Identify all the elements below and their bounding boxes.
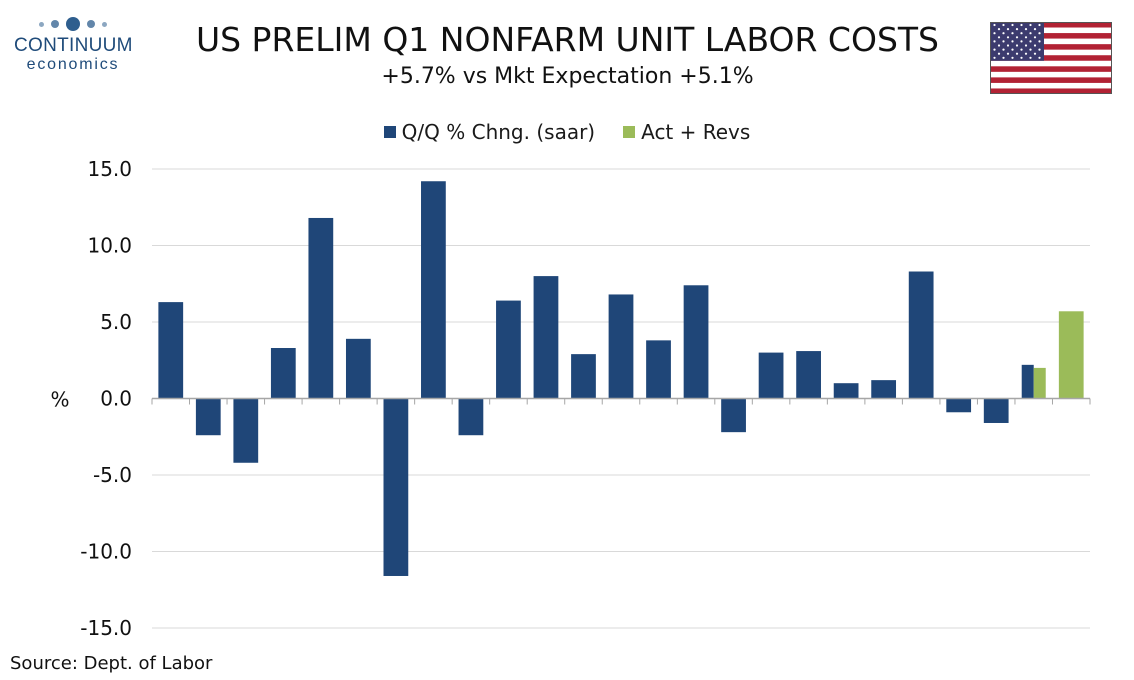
- bar-qq-change: [908, 271, 934, 399]
- bar-qq-change: [608, 294, 634, 399]
- chart-subtitle: +5.7% vs Mkt Expectation +5.1%: [381, 64, 754, 89]
- bar-chart: 15.0 10.0 5.0 0.0 -5.0 -10.0 -15.0%: [50, 157, 1091, 640]
- bar-qq-change: [421, 181, 446, 399]
- y-tick-label: 15.0: [87, 157, 132, 181]
- chart-legend: Q/Q % Chng. (saar) Act + Revs: [0, 119, 1134, 145]
- logo-line1: CONTINUUM: [14, 35, 133, 56]
- bar-qq-change: [1021, 364, 1034, 399]
- bar-qq-change: [195, 398, 221, 436]
- bar-qq-change: [946, 398, 972, 413]
- y-tick-label: 0.0: [100, 387, 132, 411]
- bar-qq-change: [571, 354, 596, 399]
- bar-qq-change: [871, 380, 897, 399]
- bar-qq-change: [796, 351, 821, 399]
- bar-qq-change: [533, 276, 559, 399]
- bar-qq-change: [833, 383, 859, 399]
- bar-qq-change: [308, 217, 334, 399]
- y-tick-label: -15.0: [80, 616, 132, 640]
- bar-qq-change: [496, 300, 521, 399]
- bar-qq-change: [683, 285, 709, 399]
- bar-qq-change: [646, 340, 671, 399]
- logo-dots-icon: [14, 14, 132, 34]
- legend-label-series2: Act + Revs: [641, 120, 751, 144]
- bar-qq-change: [233, 398, 259, 463]
- y-tick-label: 5.0: [100, 310, 132, 334]
- bar-qq-change: [158, 302, 184, 399]
- y-axis-label: %: [50, 388, 69, 412]
- y-tick-label: 10.0: [87, 234, 132, 258]
- bar-qq-change: [345, 338, 371, 399]
- bar-qq-change: [270, 348, 296, 399]
- legend-item-series1: Q/Q % Chng. (saar): [383, 119, 596, 145]
- legend-label-series1: Q/Q % Chng. (saar): [401, 120, 596, 144]
- legend-item-series2: Act + Revs: [623, 119, 750, 145]
- bar-act-revs: [1058, 311, 1084, 399]
- logo-line2: economics: [26, 56, 120, 73]
- legend-swatch-series2: [623, 126, 636, 138]
- bar-act-revs: [1033, 367, 1046, 399]
- source-note: Source: Dept. of Labor: [10, 653, 213, 674]
- us-flag-icon: [990, 22, 1112, 94]
- bar-qq-change: [721, 398, 746, 433]
- y-tick-label: -10.0: [80, 540, 132, 564]
- bar-qq-change: [458, 398, 484, 436]
- bar-qq-change: [383, 398, 409, 576]
- bar-qq-change: [758, 352, 784, 399]
- y-tick-label: -5.0: [93, 463, 132, 487]
- chart-title: US PRELIM Q1 NONFARM UNIT LABOR COSTS: [195, 20, 940, 59]
- logo: CONTINUUM economics: [14, 14, 132, 73]
- bar-qq-change: [983, 398, 1009, 423]
- legend-swatch-series1: [383, 126, 396, 138]
